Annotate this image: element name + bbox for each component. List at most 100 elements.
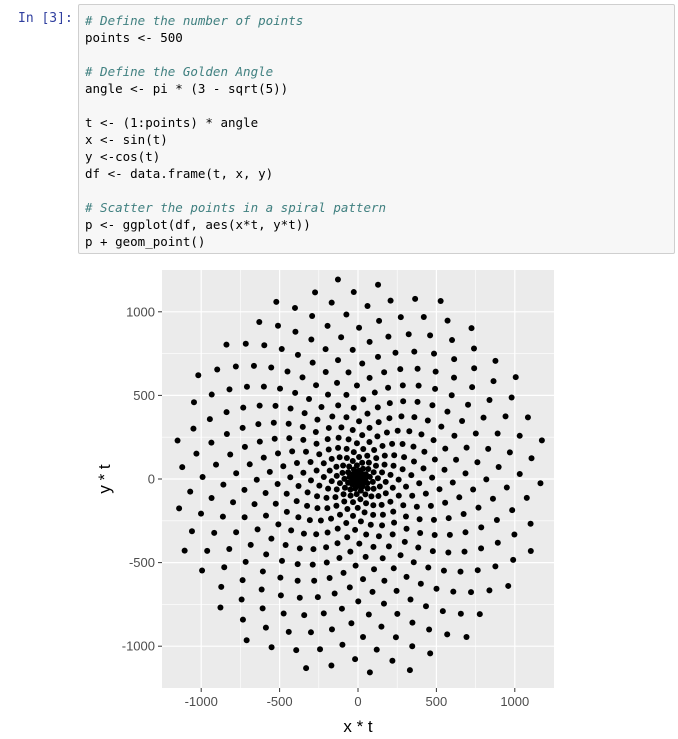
data-point [354, 504, 361, 511]
data-point [251, 501, 258, 508]
data-point [299, 423, 306, 430]
data-point [389, 440, 396, 447]
data-point [422, 603, 429, 610]
data-point [317, 517, 324, 524]
data-point [420, 465, 427, 472]
data-point [421, 448, 428, 455]
data-point [395, 476, 402, 483]
data-point [317, 646, 324, 653]
data-point [260, 383, 267, 390]
data-point [474, 459, 481, 466]
data-point [429, 402, 436, 409]
data-point [226, 386, 233, 393]
data-point [313, 440, 320, 447]
data-point [350, 466, 357, 473]
data-point [382, 478, 389, 485]
data-point [398, 413, 405, 420]
data-point [356, 418, 363, 425]
data-point [333, 502, 340, 509]
data-point [416, 480, 423, 487]
data-point [356, 453, 363, 460]
data-point [370, 543, 377, 550]
data-point [341, 484, 348, 491]
data-point [380, 600, 387, 607]
data-point [268, 535, 275, 542]
data-point [255, 421, 262, 428]
data-point [339, 641, 346, 648]
data-point [349, 426, 356, 433]
data-point [492, 357, 499, 364]
data-point [389, 484, 396, 491]
data-point [334, 379, 341, 386]
scatter-plot: -1000 -500 0 500 1000 1000 500 0 -500 -1000 x * … [95, 270, 554, 736]
data-point [395, 492, 402, 499]
data-point [310, 546, 317, 553]
data-point [427, 332, 434, 339]
y-axis-ticks: 1000 500 0 -500 -1000 [122, 304, 162, 654]
data-point [307, 459, 314, 466]
data-point [410, 559, 417, 566]
data-point [376, 483, 383, 490]
data-point [223, 341, 230, 348]
data-point [343, 311, 350, 318]
data-point [512, 374, 519, 381]
data-point [524, 414, 531, 421]
data-point [403, 573, 410, 580]
data-point [343, 391, 350, 398]
data-point [357, 518, 364, 525]
data-point [338, 334, 345, 341]
data-point [323, 544, 330, 551]
data-point [340, 569, 347, 576]
data-point [364, 302, 371, 309]
data-point [350, 449, 357, 456]
data-point [391, 519, 398, 526]
data-point [385, 333, 392, 340]
data-point [489, 495, 496, 502]
data-point [392, 349, 399, 356]
data-point [442, 499, 449, 506]
data-point [366, 374, 373, 381]
data-point [412, 295, 419, 302]
data-point [538, 437, 545, 444]
data-point [338, 424, 345, 431]
data-point [366, 669, 373, 676]
data-point [213, 461, 220, 468]
data-point [353, 462, 360, 469]
data-point [204, 547, 211, 554]
data-point [463, 444, 470, 451]
y-tick-label: -1000 [122, 639, 155, 654]
data-point [364, 485, 371, 492]
data-point [403, 525, 410, 532]
data-point [387, 498, 394, 505]
data-point [243, 383, 250, 390]
data-point [350, 289, 357, 296]
data-point [418, 431, 425, 438]
data-point [410, 458, 417, 465]
data-point [280, 610, 287, 617]
x-tick-label: -1000 [185, 694, 218, 709]
x-axis-ticks: -1000 -500 0 500 1000 [185, 688, 529, 709]
data-point [471, 345, 477, 352]
data-point [461, 548, 468, 555]
data-point [399, 382, 406, 389]
data-point [324, 505, 331, 512]
data-point [325, 485, 332, 492]
data-point [346, 473, 353, 480]
data-point [220, 481, 227, 488]
data-point [211, 529, 218, 536]
data-point [272, 500, 279, 507]
data-point [285, 628, 292, 635]
data-point [511, 531, 518, 538]
code-cell-input[interactable]: # Define the number of points points <- 5… [78, 4, 675, 254]
data-point [334, 540, 341, 547]
data-point [306, 396, 313, 403]
data-point [230, 499, 237, 506]
data-point [304, 502, 311, 509]
data-point [411, 348, 418, 355]
data-point [280, 463, 287, 470]
data-point [345, 436, 352, 443]
data-point [208, 391, 215, 398]
data-point [360, 634, 367, 641]
data-point [316, 482, 323, 489]
data-point [334, 276, 341, 283]
